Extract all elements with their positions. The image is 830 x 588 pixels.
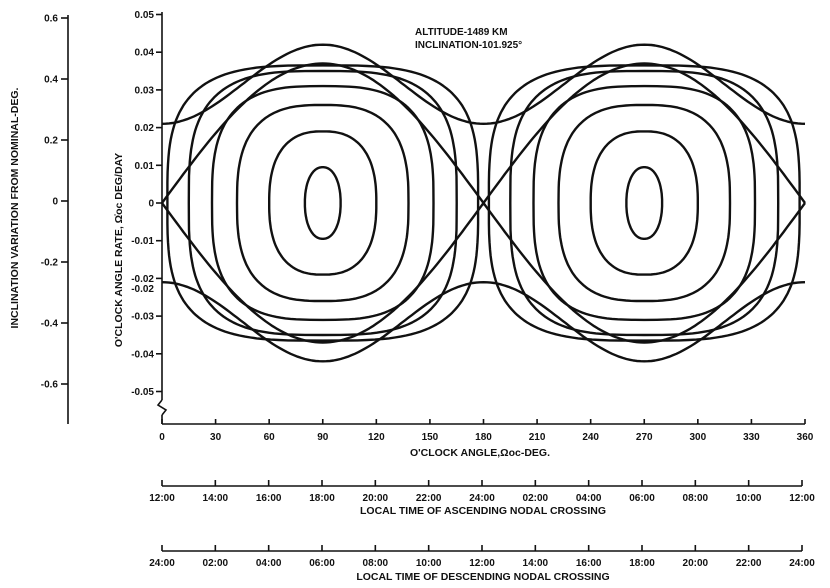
- orbit-curve: [303, 166, 342, 240]
- y-tick-label: 0.05: [135, 10, 155, 21]
- axes: 0.05 0.04 0.03 0.02 0.01 0 -0.01 -0.02-0.02 -0.0…: [41, 10, 815, 569]
- separatrix-curve-upper: [161, 62, 806, 205]
- y-tick-label: 0.02: [135, 123, 155, 134]
- descending-time-tick-label: 22:00: [736, 558, 762, 569]
- orbit-curve: [235, 103, 410, 303]
- y-tick-label: -0.04: [131, 349, 154, 360]
- y-axis-break: [156, 399, 168, 416]
- y2-tick-label: 0.6: [44, 14, 58, 25]
- y-tick-label: 0.04: [135, 48, 155, 59]
- ascending-time-tick-label: 16:00: [256, 493, 282, 504]
- ascending-time-tick-label: 02:00: [523, 493, 549, 504]
- y-tick-label: 0.01: [135, 161, 155, 172]
- descending-time-tick-label: 18:00: [629, 558, 655, 569]
- y2-tick-label: 0: [52, 197, 58, 208]
- descending-time-tick-label: 10:00: [416, 558, 442, 569]
- annotation-inclination: INCLINATION-101.925°: [415, 40, 522, 51]
- y-tick-label: -0.02: [131, 274, 154, 285]
- chart-text: ALTITUDE-1489 KM INCLINATION-101.925° O'…: [9, 27, 610, 583]
- ascending-time-tick-label: 12:00: [149, 493, 175, 504]
- phase-curves: [161, 43, 806, 363]
- ascending-time-tick-label: 18:00: [309, 493, 335, 504]
- y-tick-label: 0: [148, 199, 154, 210]
- circulating-curve: [161, 43, 806, 125]
- x-tick-label: 330: [743, 432, 760, 443]
- x-tick-label: 270: [636, 432, 653, 443]
- orbit-curve: [187, 69, 458, 337]
- x-tick-label: 60: [264, 432, 276, 443]
- ascending-time-tick-label: 20:00: [363, 493, 389, 504]
- descending-time-tick-label: 16:00: [576, 558, 602, 569]
- descending-time-tick-label: 12:00: [469, 558, 495, 569]
- descending-time-tick-label: 02:00: [203, 558, 229, 569]
- x-tick-label: 210: [529, 432, 546, 443]
- orbit-curve: [557, 103, 732, 303]
- y-tick-label: -0.05: [131, 387, 154, 398]
- ascending-time-tick-label: 08:00: [683, 493, 709, 504]
- ascending-time-axis-label: LOCAL TIME OF ASCENDING NODAL CROSSING: [360, 505, 606, 517]
- ascending-time-tick-label: 14:00: [203, 493, 229, 504]
- ascending-time-tick-label: 24:00: [469, 493, 495, 504]
- descending-time-axis-label: LOCAL TIME OF DESCENDING NODAL CROSSING: [356, 571, 609, 583]
- x-tick-label: 300: [689, 432, 706, 443]
- y2-tick-label: -0.2: [41, 258, 59, 269]
- y2-tick-label: 0.2: [44, 136, 58, 147]
- y-tick-label: -0.01: [131, 236, 154, 247]
- y2-tick-label: -0.6: [41, 380, 59, 391]
- x-tick-label: 240: [582, 432, 599, 443]
- orbit-curve: [487, 64, 801, 342]
- descending-time-tick-label: 06:00: [309, 558, 335, 569]
- x-tick-label: 120: [368, 432, 385, 443]
- ascending-time-tick-label: 22:00: [416, 493, 442, 504]
- orbit-curve: [589, 130, 699, 276]
- y-tick-label: -0.02: [131, 284, 154, 295]
- descending-time-tick-label: 20:00: [683, 558, 709, 569]
- ascending-time-tick-label: 12:00: [789, 493, 815, 504]
- y-axis-label: O'CLOCK ANGLE RATE, Ω̇oc DEG/DAY: [113, 153, 125, 347]
- y2-tick-label: 0.4: [44, 75, 58, 86]
- circulating-curve: [161, 281, 806, 363]
- orbit-curve: [625, 166, 664, 240]
- y2-tick-label: -0.4: [41, 319, 59, 330]
- descending-time-tick-label: 08:00: [363, 558, 389, 569]
- descending-time-tick-label: 04:00: [256, 558, 282, 569]
- orbit-curve: [509, 69, 780, 337]
- separatrix-curve-lower: [161, 201, 806, 344]
- descending-time-tick-label: 24:00: [789, 558, 815, 569]
- x-tick-label: 90: [317, 432, 329, 443]
- x-tick-label: 0: [159, 432, 165, 443]
- orbit-curve: [268, 130, 378, 276]
- ascending-time-tick-label: 04:00: [576, 493, 602, 504]
- x-axis-label: O'CLOCK ANGLE,Ωoc-DEG.: [410, 447, 550, 459]
- descending-time-tick-label: 14:00: [523, 558, 549, 569]
- descending-time-tick-label: 24:00: [149, 558, 175, 569]
- x-tick-label: 360: [797, 432, 814, 443]
- x-tick-label: 180: [475, 432, 492, 443]
- y-tick-label: -0.03: [131, 312, 154, 323]
- ascending-time-tick-label: 06:00: [629, 493, 655, 504]
- annotation-altitude: ALTITUDE-1489 KM: [415, 27, 508, 38]
- ascending-time-tick-label: 10:00: [736, 493, 762, 504]
- y2-axis-label: INCLINATION VARIATION FROM NOMINAL-DEG.: [9, 87, 21, 328]
- y-tick-label: 0.03: [135, 85, 155, 96]
- orbit-curve: [166, 64, 480, 342]
- x-tick-label: 150: [422, 432, 439, 443]
- orbit-curve: [210, 84, 435, 322]
- x-tick-label: 30: [210, 432, 222, 443]
- orbit-curve: [532, 84, 757, 322]
